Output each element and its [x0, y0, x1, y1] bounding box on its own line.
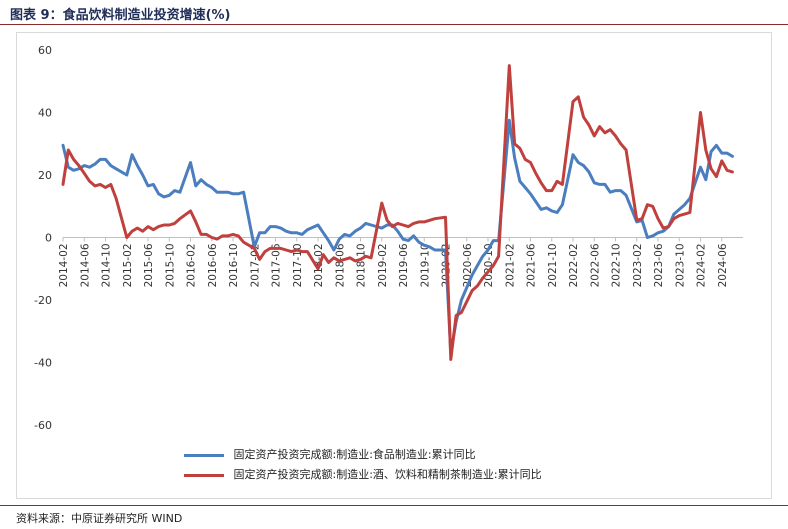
x-tick-label: 2023-06 [653, 243, 665, 287]
x-tick-label: 2023-10 [674, 244, 686, 288]
figure-title: 图表 9：食品饮料制造业投资增速(%) [10, 8, 231, 23]
x-tick-label: 2021-02 [504, 244, 516, 288]
x-tick-label: 2014-02 [58, 244, 70, 288]
y-tick-label: -20 [34, 294, 52, 307]
legend-label-beverage: 固定资产投资完成额:制造业:酒、饮料和精制茶制造业:累计同比 [233, 468, 542, 481]
x-tick-label: 2023-02 [632, 244, 644, 288]
y-tick-label: 0 [45, 232, 52, 245]
series-layer [61, 64, 734, 361]
x-tick-label: 2017-10 [292, 244, 304, 288]
legend-label-food: 固定资产投资完成额:制造业:食品制造业:累计同比 [233, 448, 476, 461]
x-tick-label: 2015-02 [122, 244, 134, 288]
x-tick-label: 2015-10 [164, 244, 176, 288]
y-tick-label: 60 [38, 44, 52, 57]
x-tick-label: 2017-06 [271, 243, 283, 287]
x-tick-label: 2019-10 [419, 244, 431, 288]
x-tick-label: 2024-02 [696, 244, 708, 288]
series-line-beverage [61, 64, 734, 361]
y-tick-label: -40 [34, 357, 52, 370]
x-tick-label: 2019-02 [377, 244, 389, 288]
legend-swatch-beverage [184, 473, 224, 477]
top-rule [0, 24, 788, 25]
x-tick-label: 2024-06 [717, 243, 729, 287]
x-tick-label: 2014-06 [79, 243, 91, 287]
series-line-food [61, 118, 734, 355]
x-tick-label: 2018-06 [334, 243, 346, 287]
x-tick-label: 2021-10 [547, 244, 559, 288]
legend-item-food: 固定资产投资完成额:制造业:食品制造业:累计同比 [184, 446, 476, 462]
x-tick-label: 2022-10 [611, 244, 623, 288]
x-tick-label: 2016-06 [207, 243, 219, 287]
x-tick-label: 2016-02 [186, 244, 198, 288]
x-tick-label: 2022-06 [589, 243, 601, 287]
x-tick-label: 2019-06 [398, 243, 410, 287]
y-tick-label: 40 [38, 107, 52, 120]
x-tick-label: 2021-06 [526, 243, 538, 287]
x-tick-label: 2015-06 [143, 243, 155, 287]
axis-layer: 60 40 20 0 -20 -40 -60 2014-02 2014-06 2014-10 201… [34, 44, 743, 432]
bottom-rule [0, 505, 788, 506]
legend-swatch-food [184, 453, 224, 457]
x-tick-label: 2018-10 [356, 244, 368, 288]
x-tick-label: 2014-10 [101, 244, 113, 288]
plot-frame [16, 32, 772, 499]
legend-item-beverage: 固定资产投资完成额:制造业:酒、饮料和精制茶制造业:累计同比 [184, 466, 542, 482]
x-tick-label: 2022-02 [568, 244, 580, 288]
source-note: 资料来源：中原证券研究所 WIND [16, 512, 183, 525]
y-tick-label: 20 [38, 169, 52, 182]
y-tick-label: -60 [34, 419, 52, 432]
x-tick-label: 2020-06 [462, 243, 474, 287]
x-tick-label: 2016-10 [228, 244, 240, 288]
